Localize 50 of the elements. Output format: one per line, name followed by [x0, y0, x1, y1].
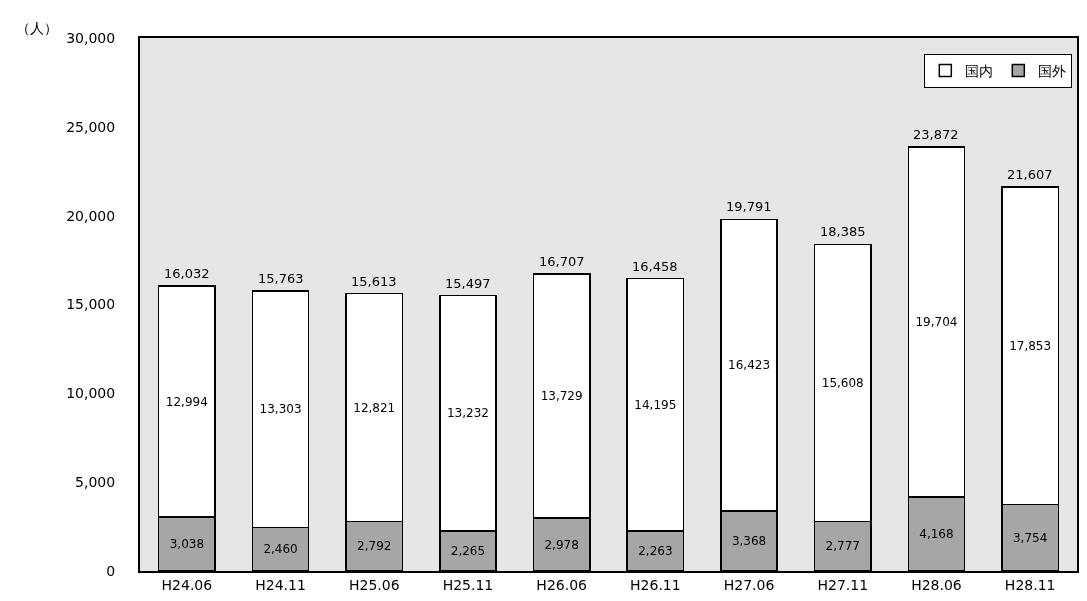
x-tick-label: H26.11	[630, 576, 681, 593]
total-label: 16,707	[539, 254, 585, 269]
y-tick-label: 10,000	[66, 385, 116, 402]
y-tick-label: 0	[106, 562, 116, 579]
data-label: 12,994	[165, 394, 208, 409]
x-tick-label: H26.06	[536, 576, 588, 593]
x-tick-label: H28.06	[911, 576, 962, 593]
x-tick-label: H28.11	[1004, 576, 1056, 593]
y-tick-label: 25,000	[66, 118, 116, 135]
data-label: 2,792	[357, 539, 392, 554]
x-tick-label: H25.11	[442, 576, 494, 593]
data-label: 13,729	[540, 389, 583, 404]
data-label: 13,303	[259, 402, 302, 417]
x-tick-label: H24.06	[161, 576, 213, 593]
y-tick-label: 15,000	[66, 296, 116, 313]
data-label: 17,853	[1009, 338, 1052, 353]
y-tick-label: 5,000	[75, 474, 116, 491]
total-label: 15,613	[351, 274, 397, 289]
total-label: 19,791	[726, 199, 772, 214]
data-label: 2,978	[544, 537, 579, 552]
x-tick-label: H27.06	[723, 576, 775, 593]
total-label: 23,872	[913, 127, 959, 142]
legend-label: 国外	[1038, 63, 1067, 80]
total-label: 15,763	[258, 271, 304, 286]
total-label: 16,032	[164, 266, 210, 281]
data-label: 12,821	[353, 400, 396, 415]
total-label: 18,385	[820, 224, 866, 239]
x-tick-label: H25.06	[348, 576, 400, 593]
data-label: 3,368	[731, 534, 767, 549]
data-label: 13,232	[446, 406, 489, 421]
x-tick-label: H24.11	[255, 576, 306, 593]
total-label: 16,458	[632, 259, 678, 274]
data-label: 14,195	[634, 397, 677, 412]
data-label: 3,754	[1012, 530, 1048, 545]
x-tick-label: H27.11	[817, 576, 869, 593]
legend-label: 国内	[965, 63, 994, 80]
y-tick-label: 30,000	[66, 29, 116, 46]
data-label: 19,704	[915, 314, 958, 329]
data-label: 15,608	[821, 376, 864, 391]
data-label: 2,265	[450, 543, 486, 558]
total-label: 21,607	[1007, 167, 1053, 182]
data-label: 4,168	[919, 526, 954, 541]
y-tick-label: 20,000	[66, 207, 116, 224]
total-label: 15,497	[445, 276, 491, 291]
data-label: 16,423	[728, 358, 771, 373]
data-label: 2,460	[263, 542, 298, 557]
y-axis-title: （人）	[16, 20, 58, 36]
data-label: 3,038	[169, 537, 205, 552]
data-label: 2,263	[638, 543, 673, 558]
data-label: 2,777	[825, 539, 860, 554]
